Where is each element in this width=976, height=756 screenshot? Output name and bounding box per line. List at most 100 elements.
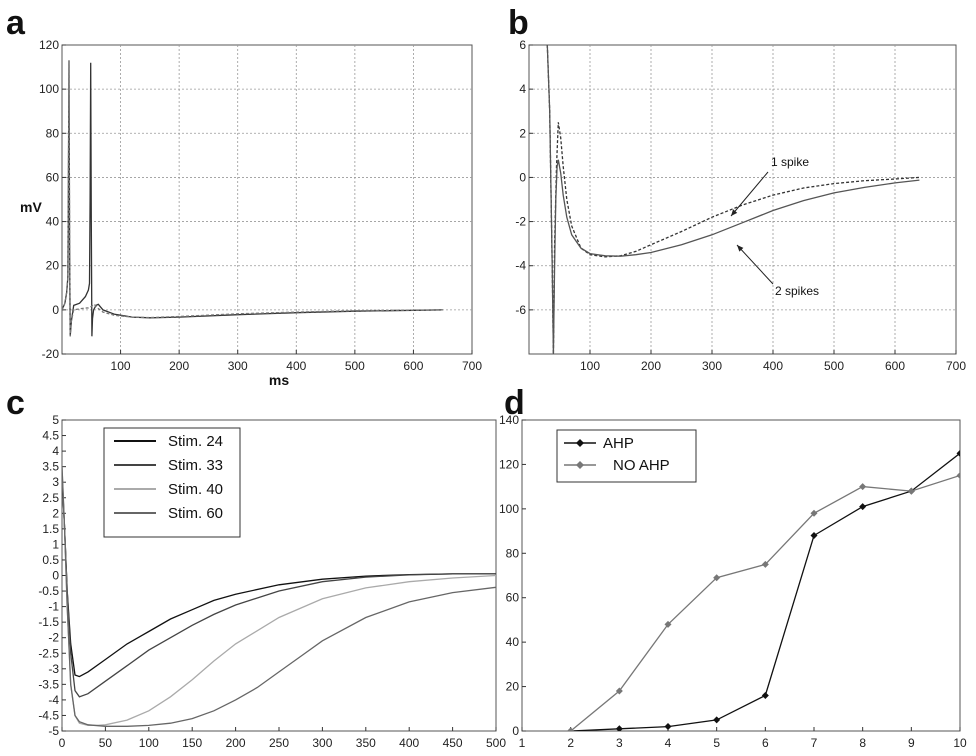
y-tick-label: 5: [52, 413, 59, 427]
data-point: [761, 691, 769, 699]
data-point: [615, 725, 623, 731]
legend-label: Stim. 33: [168, 457, 223, 474]
y-tick-label: 2: [52, 506, 59, 520]
series-line: [62, 475, 496, 678]
data-point: [761, 560, 769, 568]
series-group: [62, 60, 443, 337]
x-tick-label: 150: [182, 736, 202, 750]
panel-letter: a: [6, 4, 26, 42]
x-tick-label: 2: [567, 736, 574, 750]
x-tick-label: 500: [824, 359, 844, 373]
annotation-label: 2 spikes: [775, 284, 819, 298]
panel-c: c0 50 100 150 200 250 300 350 400 450 500-5-4.5-4-…: [6, 384, 506, 750]
y-tick-label: -6: [515, 303, 526, 317]
x-tick-label: 5: [713, 736, 720, 750]
x-tick-label: 10: [953, 736, 967, 750]
annotation-label: 1 spike: [771, 155, 809, 169]
x-tick-label: 300: [312, 736, 332, 750]
annotation-arrow: [730, 171, 769, 217]
data-point: [664, 723, 672, 731]
annotation-arrowhead: [731, 209, 738, 216]
y-tick-label: -3: [48, 662, 59, 676]
legend-box: [103, 427, 241, 538]
series-group: [62, 466, 496, 727]
x-tick-label: 100: [580, 359, 600, 373]
y-tick-label: 0: [52, 569, 59, 583]
y-tick-label: -2.5: [38, 646, 59, 660]
x-tick-label: 450: [443, 736, 463, 750]
legend-marker: [576, 439, 584, 447]
y-tick-label: 3.5: [42, 460, 59, 474]
y-tick-label: 60: [506, 591, 520, 605]
x-tick-label: 500: [486, 736, 506, 750]
x-tick-label: 300: [228, 359, 248, 373]
y-axis-label: mV: [20, 199, 42, 215]
data-point: [713, 716, 721, 724]
x-tick-label: 9: [908, 736, 915, 750]
y-tick-label: 80: [506, 546, 520, 560]
y-tick-label: 0: [512, 724, 519, 738]
y-tick-label: 4: [52, 444, 59, 458]
x-tick-label: 700: [946, 359, 966, 373]
data-point: [907, 487, 915, 495]
y-tick-label: -1: [48, 600, 59, 614]
y-tick-label: 4.5: [42, 429, 59, 443]
x-tick-label: 400: [286, 359, 306, 373]
y-tick-label: 4: [519, 82, 526, 96]
series-line: [546, 45, 920, 354]
y-tick-label: 100: [39, 82, 59, 96]
y-tick-label: -2: [515, 215, 526, 229]
y-tick-label: 20: [506, 680, 520, 694]
panel-letter: b: [508, 4, 529, 42]
y-tick-label: -2: [48, 631, 59, 645]
x-tick-label: 250: [269, 736, 289, 750]
x-tick-label: 50: [99, 736, 113, 750]
legend-label: AHP: [603, 435, 634, 452]
data-point: [956, 472, 960, 480]
x-tick-label: 300: [702, 359, 722, 373]
y-tick-label: 3: [52, 475, 59, 489]
legend-label: Stim. 60: [168, 505, 223, 522]
plot-area: [61, 44, 473, 355]
data-point: [615, 687, 623, 695]
data-point: [859, 483, 867, 491]
plot-area: [528, 44, 957, 355]
y-tick-label: 120: [39, 38, 59, 52]
x-tick-label: 700: [462, 359, 482, 373]
x-tick-label: 350: [356, 736, 376, 750]
x-tick-label: 200: [641, 359, 661, 373]
data-point: [810, 509, 818, 517]
y-tick-label: 1: [52, 537, 59, 551]
y-tick-label: 0.5: [42, 553, 59, 567]
y-tick-label: -1.5: [38, 615, 59, 629]
x-tick-label: 7: [811, 736, 818, 750]
series-line: [62, 466, 496, 727]
panel-letter: c: [6, 384, 25, 422]
legend-label: NO AHP: [613, 457, 670, 474]
panel-b: b 100 200 300 400 500 600 700 -6 -4 -2 0 2 4 6 1 spike 2…: [508, 4, 966, 373]
y-tick-label: 0: [52, 303, 59, 317]
x-tick-label: 100: [111, 359, 131, 373]
legend-label: Stim. 40: [168, 481, 223, 498]
y-tick-label: -4: [48, 693, 59, 707]
y-tick-label: -4.5: [38, 708, 59, 722]
x-tick-label: 200: [226, 736, 246, 750]
x-tick-label: 8: [859, 736, 866, 750]
annotation-arrow: [736, 244, 774, 285]
y-tick-label: 0: [519, 170, 526, 184]
y-tick-label: 1.5: [42, 522, 59, 536]
y-tick-label: 40: [46, 215, 60, 229]
y-tick-label: 6: [519, 38, 526, 52]
series-line: [62, 60, 443, 337]
x-tick-label: 600: [403, 359, 423, 373]
legend-box: [556, 429, 697, 483]
y-tick-label: -20: [42, 347, 60, 361]
series-line: [62, 472, 496, 698]
y-tick-label: 140: [499, 413, 519, 427]
y-tick-label: 2: [519, 126, 526, 140]
x-tick-label: 100: [139, 736, 159, 750]
y-tick-label: -4: [515, 259, 526, 273]
y-tick-label: 20: [46, 259, 60, 273]
